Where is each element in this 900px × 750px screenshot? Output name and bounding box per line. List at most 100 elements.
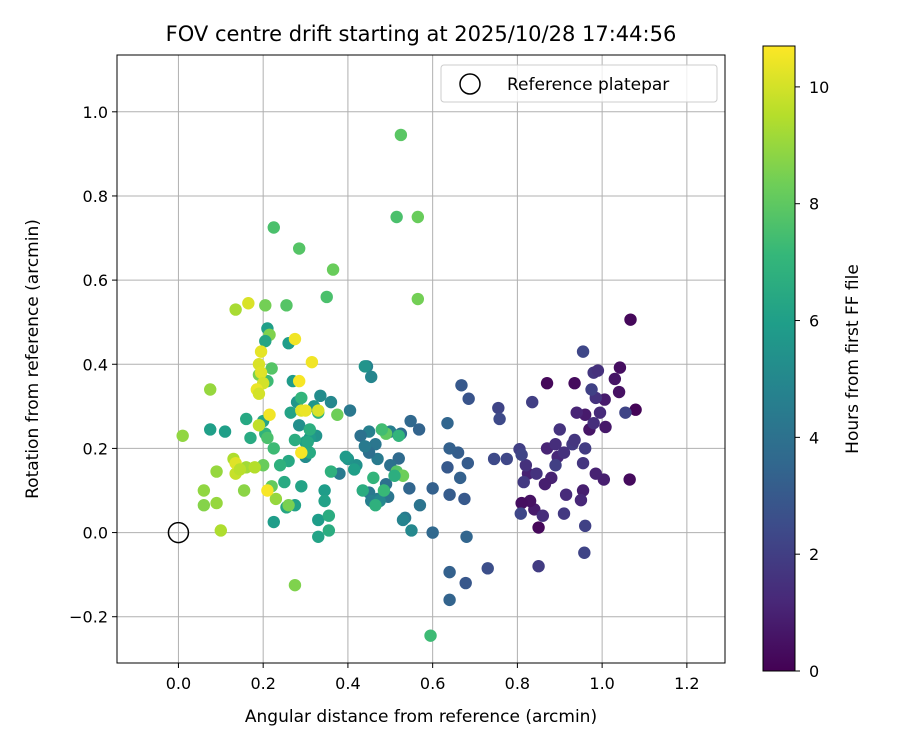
scatter-point: [443, 565, 456, 579]
x-axis-label: Angular distance from reference (arcmin): [245, 707, 597, 727]
scatter-point: [461, 456, 475, 470]
scatter-point: [413, 499, 427, 512]
scatter-point: [411, 210, 425, 224]
scatter-point: [278, 475, 291, 489]
scatter-point: [515, 448, 528, 461]
colorbar-tick-label: 2: [809, 545, 819, 564]
scatter-point: [462, 392, 475, 405]
scatter-point: [365, 370, 378, 384]
scatter-point: [320, 290, 333, 304]
scatter-point: [295, 446, 308, 459]
x-axis-ticks: 0.0 0.2 0.4 0.6 0.8 1.0 1.2: [166, 663, 700, 693]
legend-marker: [459, 73, 481, 95]
chart-title: FOV centre drift starting at 2025/10/28 …: [166, 22, 677, 46]
scatter-point: [519, 459, 533, 472]
scatter-point: [536, 509, 550, 522]
scatter-point: [453, 471, 467, 485]
scatter-point: [392, 429, 405, 442]
scatter-point: [269, 492, 283, 506]
scatter-point: [396, 469, 410, 482]
legend: Reference platepar: [440, 64, 718, 103]
x-tick-label: 0.2: [250, 674, 275, 693]
scatter-point: [322, 524, 336, 537]
scatter-point: [254, 366, 268, 379]
scatter-point: [443, 488, 456, 501]
scatter-point: [578, 442, 592, 455]
scatter-point: [619, 406, 632, 419]
x-tick-label: 1.0: [589, 674, 614, 693]
scatter-point: [312, 530, 325, 543]
scatter-point: [242, 297, 255, 310]
scatter-point: [252, 419, 266, 432]
scatter-point: [553, 423, 566, 436]
scatter-point: [424, 629, 437, 642]
scatter-point: [358, 360, 372, 373]
scatter-point: [426, 526, 439, 539]
scatter-point: [492, 401, 505, 415]
scatter-point: [218, 425, 232, 438]
scatter-point: [252, 387, 266, 400]
scatter-point: [515, 496, 528, 510]
scatter-point: [426, 482, 439, 495]
scatter-point: [568, 376, 581, 390]
scatter-point: [267, 221, 280, 234]
scatter-point: [233, 463, 247, 476]
legend-label: Reference platepar: [507, 75, 669, 95]
y-tick-label: 0.4: [83, 355, 108, 374]
scatter-point: [612, 385, 626, 399]
scatter-point: [229, 303, 242, 316]
scatter-point: [240, 412, 253, 426]
y-tick-label: −0.2: [69, 608, 108, 627]
scatter-point: [303, 446, 316, 459]
scatter-point: [254, 345, 268, 358]
scatter-point: [608, 372, 622, 386]
scatter-point: [443, 593, 456, 607]
plot-frame: [116, 54, 726, 664]
scatter-point: [540, 376, 554, 390]
scatter-point: [284, 406, 297, 419]
scatter-point: [526, 395, 539, 409]
x-tick-label: 0.6: [420, 674, 445, 693]
scatter-point: [267, 515, 280, 529]
scatter-point: [388, 469, 401, 482]
scatter-point: [404, 414, 417, 428]
colorbar-tick-label: 10: [809, 78, 829, 97]
scatter-point: [576, 345, 590, 358]
scatter-point: [263, 408, 276, 421]
scatter-point: [369, 499, 382, 512]
scatter-point: [343, 404, 357, 417]
scatter-point: [214, 524, 228, 537]
scatter-point: [574, 493, 588, 507]
scatter-point: [557, 507, 571, 520]
y-tick-label: 0.6: [83, 271, 108, 290]
scatter-point: [455, 379, 468, 392]
scatter-point: [259, 334, 272, 348]
scatter-point: [599, 420, 612, 434]
scatter-point: [443, 442, 456, 455]
y-tick-label: 0.0: [83, 524, 108, 543]
scatter-point: [538, 477, 552, 491]
scatter-point: [259, 299, 272, 312]
scatter-point: [339, 450, 352, 464]
y-axis-label: Rotation from reference (arcmin): [23, 219, 43, 499]
scatter-point: [204, 423, 217, 436]
scatter-point: [459, 576, 472, 590]
scatter-point: [273, 459, 287, 472]
scatter-point: [244, 431, 257, 445]
scatter-point: [326, 263, 340, 276]
scatter-point: [568, 433, 581, 447]
scatter-point: [394, 128, 408, 142]
scatter-point: [197, 484, 211, 497]
scatter-points: [176, 128, 642, 642]
colorbar-tick-label: 6: [809, 312, 819, 331]
scatter-point: [303, 423, 316, 436]
scatter-point: [587, 416, 600, 430]
scatter-point: [530, 467, 543, 480]
scatter-point: [589, 467, 602, 480]
scatter-point: [578, 546, 591, 559]
scatter-point: [197, 499, 211, 512]
scatter-point: [292, 419, 306, 432]
scatter-point: [265, 362, 278, 375]
scatter-point: [441, 461, 454, 474]
